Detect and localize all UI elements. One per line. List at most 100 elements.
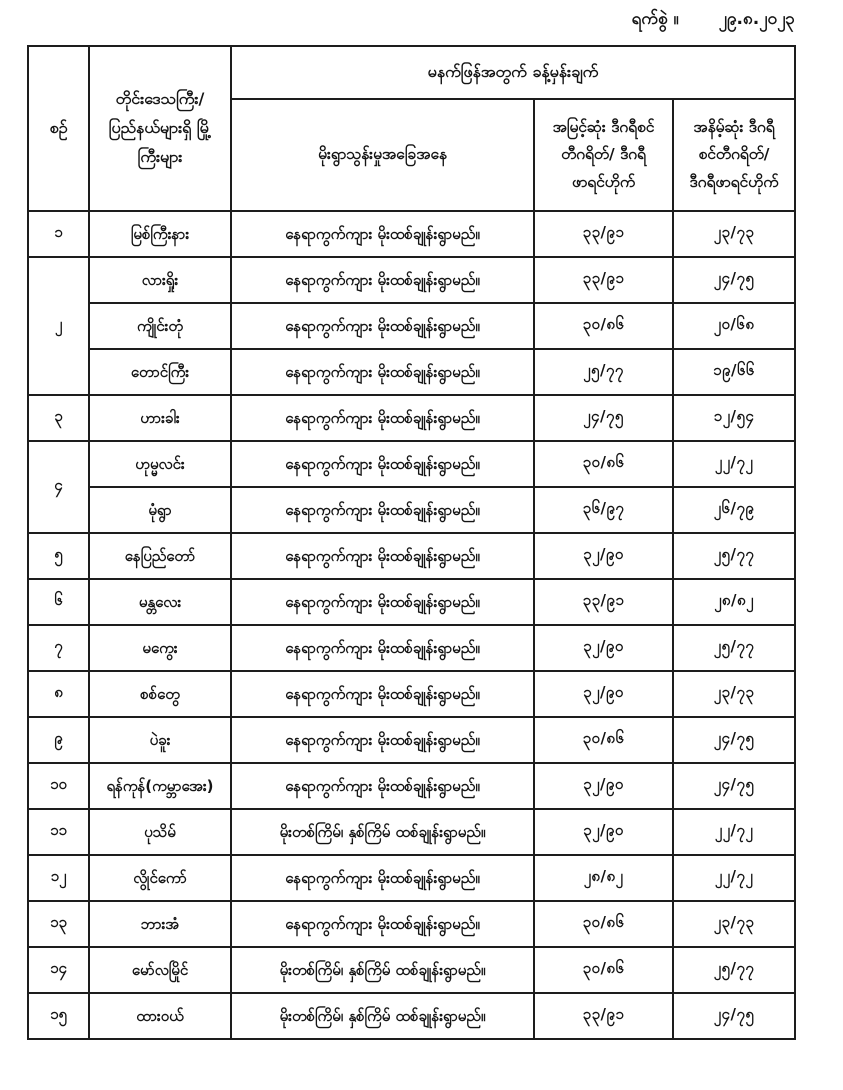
rainfall-cell: နေရာကွက်ကျား မိုးထစ်ချုန်းရွာမည်။: [230, 670, 535, 718]
city-cell: နေပြည်တော်: [88, 532, 232, 580]
serial-cell: ၁: [27, 210, 90, 258]
min-temp-cell: ၂၈/၈၂: [672, 578, 796, 626]
max-temp-cell: ၃၆/၉၇: [533, 486, 674, 534]
table-row: ၇ မကွေး နေရာကွက်ကျား မိုးထစ်ချုန်းရွာမည်…: [27, 624, 796, 672]
max-temp-cell: ၃၀/၈၆: [533, 900, 674, 948]
min-temp-cell: ၂၄/၇၅: [672, 256, 796, 304]
max-temp-cell: ၃၀/၈၆: [533, 946, 674, 994]
city-cell: မော်လမြိုင်: [88, 946, 232, 994]
rainfall-cell: နေရာကွက်ကျား မိုးထစ်ချုန်းရွာမည်။: [230, 532, 535, 580]
rainfall-cell: နေရာကွက်ကျား မိုးထစ်ချုန်းရွာမည်။: [230, 210, 535, 258]
city-cell: မန္တလေး: [88, 578, 232, 626]
serial-column-header: စဉ်: [27, 45, 90, 212]
serial-cell: ၉: [27, 716, 90, 764]
min-temp-cell: ၁၂/၅၄: [672, 394, 796, 442]
max-temp-cell: ၃၃/၉၁: [533, 578, 674, 626]
rainfall-cell: နေရာကွက်ကျား မိုးထစ်ချုန်းရွာမည်။: [230, 716, 535, 764]
date-line: ရက်စွဲ ။ ၂၉.၈.၂၀၂၃: [632, 8, 795, 33]
table-row: ၁၂ လွိုင်ကော် နေရာကွက်ကျား မိုးထစ်ချုန်း…: [27, 854, 796, 902]
city-cell: မကွေး: [88, 624, 232, 672]
min-temp-column-header: အနိမ့်ဆုံး ဒီဂရီစင်တီဂရိတ်/ ဒီဂရီဖာရင်ဟိ…: [672, 98, 796, 212]
max-temp-cell: ၃၀/၈၆: [533, 440, 674, 488]
min-temp-cell: ၂၆/၇၉: [672, 486, 796, 534]
serial-cell: ၁၃: [27, 900, 90, 948]
min-temp-cell: ၂၃/၇၃: [672, 900, 796, 948]
min-temp-cell: ၂၀/၆၈: [672, 302, 796, 350]
serial-cell: ၇: [27, 624, 90, 672]
max-temp-cell: ၃၂/၉၀: [533, 532, 674, 580]
table-row: ၁၀ ရန်ကုန်(ကမ္ဘာအေး) နေရာကွက်ကျား မိုးထစ…: [27, 762, 796, 810]
rainfall-cell: မိုးတစ်ကြိမ်၊ နှစ်ကြိမ် ထစ်ချုန်းရွာမည်။: [230, 808, 535, 856]
table-row: ၄ ဟုမ္မလင်း နေရာကွက်ကျား မိုးထစ်ချုန်းရွ…: [27, 440, 796, 534]
serial-cell: ၆: [27, 578, 90, 626]
serial-cell: ၁၄: [27, 946, 90, 994]
max-temp-cell: ၃၂/၉၀: [533, 670, 674, 718]
city-cell: ပဲခူး: [88, 716, 232, 764]
rainfall-cell: နေရာကွက်ကျား မိုးထစ်ချုန်းရွာမည်။: [230, 302, 535, 350]
table-header: စဉ် တိုင်းဒေသကြီး/ ပြည်နယ်များရှိ မြို့က…: [27, 45, 796, 212]
city-cell: ထားဝယ်: [88, 992, 232, 1040]
table-row: မုံရွာ နေရာကွက်ကျား မိုးထစ်ချုန်းရွာမည်။…: [28, 486, 796, 534]
min-temp-cell: ၂၄/၇၅: [672, 992, 796, 1040]
rainfall-cell: နေရာကွက်ကျား မိုးထစ်ချုန်းရွာမည်။: [230, 486, 535, 534]
table-row: ၉ ပဲခူး နေရာကွက်ကျား မိုးထစ်ချုန်းရွာမည်…: [27, 716, 796, 764]
max-temp-cell: ၂၄/၇၅: [533, 394, 674, 442]
min-temp-cell: ၂၄/၇၅: [672, 762, 796, 810]
rainfall-cell: မိုးတစ်ကြိမ်၊ နှစ်ကြိမ် ထစ်ချုန်းရွာမည်။: [230, 992, 535, 1040]
city-cell: ဟုမ္မလင်း: [88, 440, 232, 488]
serial-cell: ၄: [27, 440, 90, 534]
min-temp-cell: ၂၅/၇၇: [672, 946, 796, 994]
min-temp-cell: ၂၂/၇၂: [672, 440, 796, 488]
table-row: ၃ ဟားခါး နေရာကွက်ကျား မိုးထစ်ချုန်းရွာမည…: [27, 394, 796, 442]
table-row: ၁၄ မော်လမြိုင် မိုးတစ်ကြိမ်၊ နှစ်ကြိမ် ထ…: [27, 946, 796, 994]
serial-cell: ၁၁: [27, 808, 90, 856]
serial-cell: ၈: [27, 670, 90, 718]
max-temp-cell: ၃၀/၈၆: [533, 302, 674, 350]
city-cell: လားရှိုး: [88, 256, 232, 304]
max-temp-column-header: အမြင့်ဆုံး ဒီဂရီစင်တီဂရိတ်/ ဒီဂရီဖာရင်ဟိ…: [533, 98, 674, 212]
forecast-span-header: မနက်ဖြန်အတွက် ခန့်မှန်းချက်: [230, 45, 796, 100]
city-cell: ကျိုင်းတုံ: [88, 302, 232, 350]
max-temp-cell: ၃၃/၉၁: [533, 992, 674, 1040]
min-temp-cell: ၂၄/၇၅: [672, 716, 796, 764]
city-cell: မုံရွာ: [88, 486, 232, 534]
date-value: ၂၉.၈.၂၀၂၃: [718, 9, 795, 29]
max-temp-cell: ၂၈/၈၂: [533, 854, 674, 902]
rainfall-cell: နေရာကွက်ကျား မိုးထစ်ချုန်းရွာမည်။: [230, 578, 535, 626]
table-row: ၂ လားရှိုး နေရာကွက်ကျား မိုးထစ်ချုန်းရွာ…: [27, 256, 796, 396]
serial-cell: ၁၀: [27, 762, 90, 810]
date-label: ရက်စွဲ ။: [631, 9, 679, 29]
max-temp-cell: ၂၅/၇၇: [533, 348, 674, 396]
table-row: ၁ မြစ်ကြီးနား နေရာကွက်ကျား မိုးထစ်ချုန်း…: [27, 210, 796, 258]
max-temp-cell: ၃၂/၉၀: [533, 762, 674, 810]
rainfall-cell: နေရာကွက်ကျား မိုးထစ်ချုန်းရွာမည်။: [230, 900, 535, 948]
max-temp-cell: ၃၂/၉၀: [533, 624, 674, 672]
serial-cell: ၂: [27, 256, 90, 396]
min-temp-cell: ၂၂/၇၂: [672, 808, 796, 856]
city-cell: စစ်တွေ: [88, 670, 232, 718]
max-temp-cell: ၃၀/၈၆: [533, 716, 674, 764]
city-cell: ဘားအံ: [88, 900, 232, 948]
table-row: ၁၃ ဘားအံ နေရာကွက်ကျား မိုးထစ်ချုန်းရွာမည…: [27, 900, 796, 948]
city-cell: လွိုင်ကော်: [88, 854, 232, 902]
header-row-sub: မိုးရွာသွန်းမှုအခြေအနေ အမြင့်ဆုံး ဒီဂရီစ…: [28, 98, 796, 212]
min-temp-cell: ၂၅/၇၇: [672, 624, 796, 672]
forecast-table: စဉ် တိုင်းဒေသကြီး/ ပြည်နယ်များရှိ မြို့က…: [27, 45, 796, 1040]
table-row: ၁၁ ပုသိမ် မိုးတစ်ကြိမ်၊ နှစ်ကြိမ် ထစ်ချု…: [27, 808, 796, 856]
max-temp-cell: ၃၃/၉၁: [533, 256, 674, 304]
min-temp-cell: ၂၃/၇၃: [672, 670, 796, 718]
city-cell: ရန်ကုန်(ကမ္ဘာအေး): [88, 762, 232, 810]
table-body: ၁ မြစ်ကြီးနား နေရာကွက်ကျား မိုးထစ်ချုန်း…: [27, 210, 796, 1040]
min-temp-cell: ၂၃/၇၃: [672, 210, 796, 258]
min-temp-cell: ၂၂/၇၂: [672, 854, 796, 902]
rainfall-cell: နေရာကွက်ကျား မိုးထစ်ချုန်းရွာမည်။: [230, 624, 535, 672]
serial-cell: ၁၅: [27, 992, 90, 1040]
rainfall-cell: နေရာကွက်ကျား မိုးထစ်ချုန်းရွာမည်။: [230, 348, 535, 396]
table-row: ကျိုင်းတုံ နေရာကွက်ကျား မိုးထစ်ချုန်းရွာ…: [28, 302, 796, 350]
max-temp-cell: ၃၂/၉၀: [533, 808, 674, 856]
serial-cell: ၁၂: [27, 854, 90, 902]
city-cell: ပုသိမ်: [88, 808, 232, 856]
rainfall-cell: နေရာကွက်ကျား မိုးထစ်ချုန်းရွာမည်။: [230, 440, 535, 488]
rainfall-cell: နေရာကွက်ကျား မိုးထစ်ချုန်းရွာမည်။: [230, 854, 535, 902]
